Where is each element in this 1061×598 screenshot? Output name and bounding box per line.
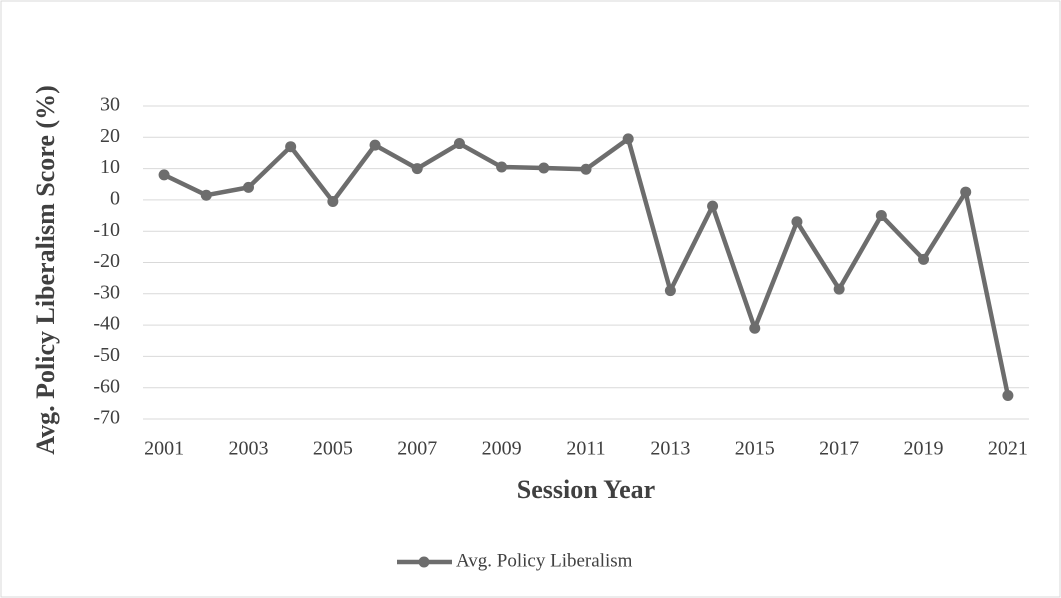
x-tick-label: 2005	[313, 438, 353, 460]
x-axis-title: Session Year	[517, 475, 655, 504]
point	[411, 163, 423, 175]
point	[664, 285, 676, 297]
point	[158, 169, 170, 181]
point	[791, 216, 803, 228]
point	[242, 181, 254, 193]
legend-marker	[418, 556, 430, 568]
y-tick-label: -30	[93, 281, 120, 303]
point	[200, 189, 212, 201]
point	[453, 138, 465, 150]
point	[960, 186, 972, 198]
x-tick-label: 2021	[988, 438, 1028, 460]
y-tick-label: 10	[100, 156, 120, 178]
y-tick-label: -20	[93, 250, 120, 272]
y-tick-label: -60	[93, 375, 120, 397]
point	[1002, 390, 1014, 402]
point	[749, 322, 761, 334]
x-tick-label: 2013	[650, 438, 690, 460]
point	[833, 283, 845, 295]
point	[285, 141, 297, 153]
y-axis-title: Avg. Policy Liberalism Score (%)	[31, 85, 60, 454]
x-tick-label: 2003	[228, 438, 268, 460]
point	[369, 139, 381, 151]
point	[622, 133, 634, 145]
legend-label: Avg. Policy Liberalism	[456, 550, 633, 571]
x-tick-label: 2001	[144, 438, 184, 460]
y-tick-label: 20	[100, 125, 120, 147]
point	[327, 195, 339, 207]
y-tick-label: 30	[100, 94, 120, 116]
x-tick-label: 2011	[566, 438, 605, 460]
y-tick-label: -50	[93, 344, 120, 366]
x-tick-label: 2015	[735, 438, 775, 460]
y-tick-label: -40	[93, 313, 120, 335]
y-tick-label: -70	[93, 407, 120, 429]
y-tick-label: 0	[110, 187, 120, 209]
point	[707, 200, 719, 212]
y-tick-label: -10	[93, 219, 120, 241]
x-tick-label: 2017	[819, 438, 859, 460]
point	[580, 163, 592, 175]
x-tick-label: 2019	[904, 438, 944, 460]
x-tick-label: 2007	[397, 438, 437, 460]
point	[538, 162, 550, 174]
x-tick-label: 2009	[482, 438, 522, 460]
point	[875, 210, 887, 222]
point	[918, 253, 930, 265]
point	[496, 161, 508, 173]
